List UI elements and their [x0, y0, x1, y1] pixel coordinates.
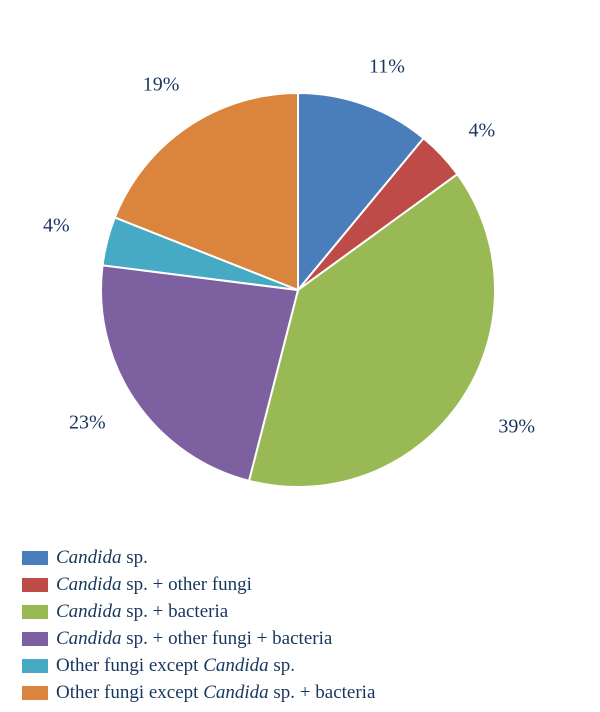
pie-chart-svg	[0, 0, 600, 540]
legend-swatch-3	[22, 632, 48, 646]
legend-label-0: Candida sp.	[56, 547, 148, 569]
legend-item-4: Other fungi except Candida sp.	[22, 652, 578, 679]
legend-label-4: Other fungi except Candida sp.	[56, 655, 295, 677]
legend-item-1: Candida sp. + other fungi	[22, 571, 578, 598]
pie-chart-area: 11% 4% 39% 23% 4% 19%	[0, 0, 600, 540]
slice-label-4: 4%	[43, 215, 70, 238]
slice-label-2: 39%	[498, 415, 535, 438]
slice-label-3: 23%	[69, 411, 106, 434]
legend-label-1: Candida sp. + other fungi	[56, 574, 252, 596]
legend-item-3: Candida sp. + other fungi + bacteria	[22, 625, 578, 652]
legend-item-5: Other fungi except Candida sp. + bacteri…	[22, 679, 578, 706]
slice-label-5: 19%	[143, 74, 180, 97]
legend-label-3: Candida sp. + other fungi + bacteria	[56, 628, 332, 650]
legend-swatch-1	[22, 578, 48, 592]
legend-swatch-2	[22, 605, 48, 619]
legend-item-2: Candida sp. + bacteria	[22, 598, 578, 625]
legend: Candida sp. Candida sp. + other fungi Cand…	[0, 540, 600, 706]
slice-label-1: 4%	[469, 119, 496, 142]
legend-swatch-4	[22, 659, 48, 673]
legend-swatch-5	[22, 686, 48, 700]
legend-item-0: Candida sp.	[22, 544, 578, 571]
legend-label-2: Candida sp. + bacteria	[56, 601, 228, 623]
slice-label-0: 11%	[369, 55, 405, 78]
legend-swatch-0	[22, 551, 48, 565]
legend-label-5: Other fungi except Candida sp. + bacteri…	[56, 682, 375, 704]
